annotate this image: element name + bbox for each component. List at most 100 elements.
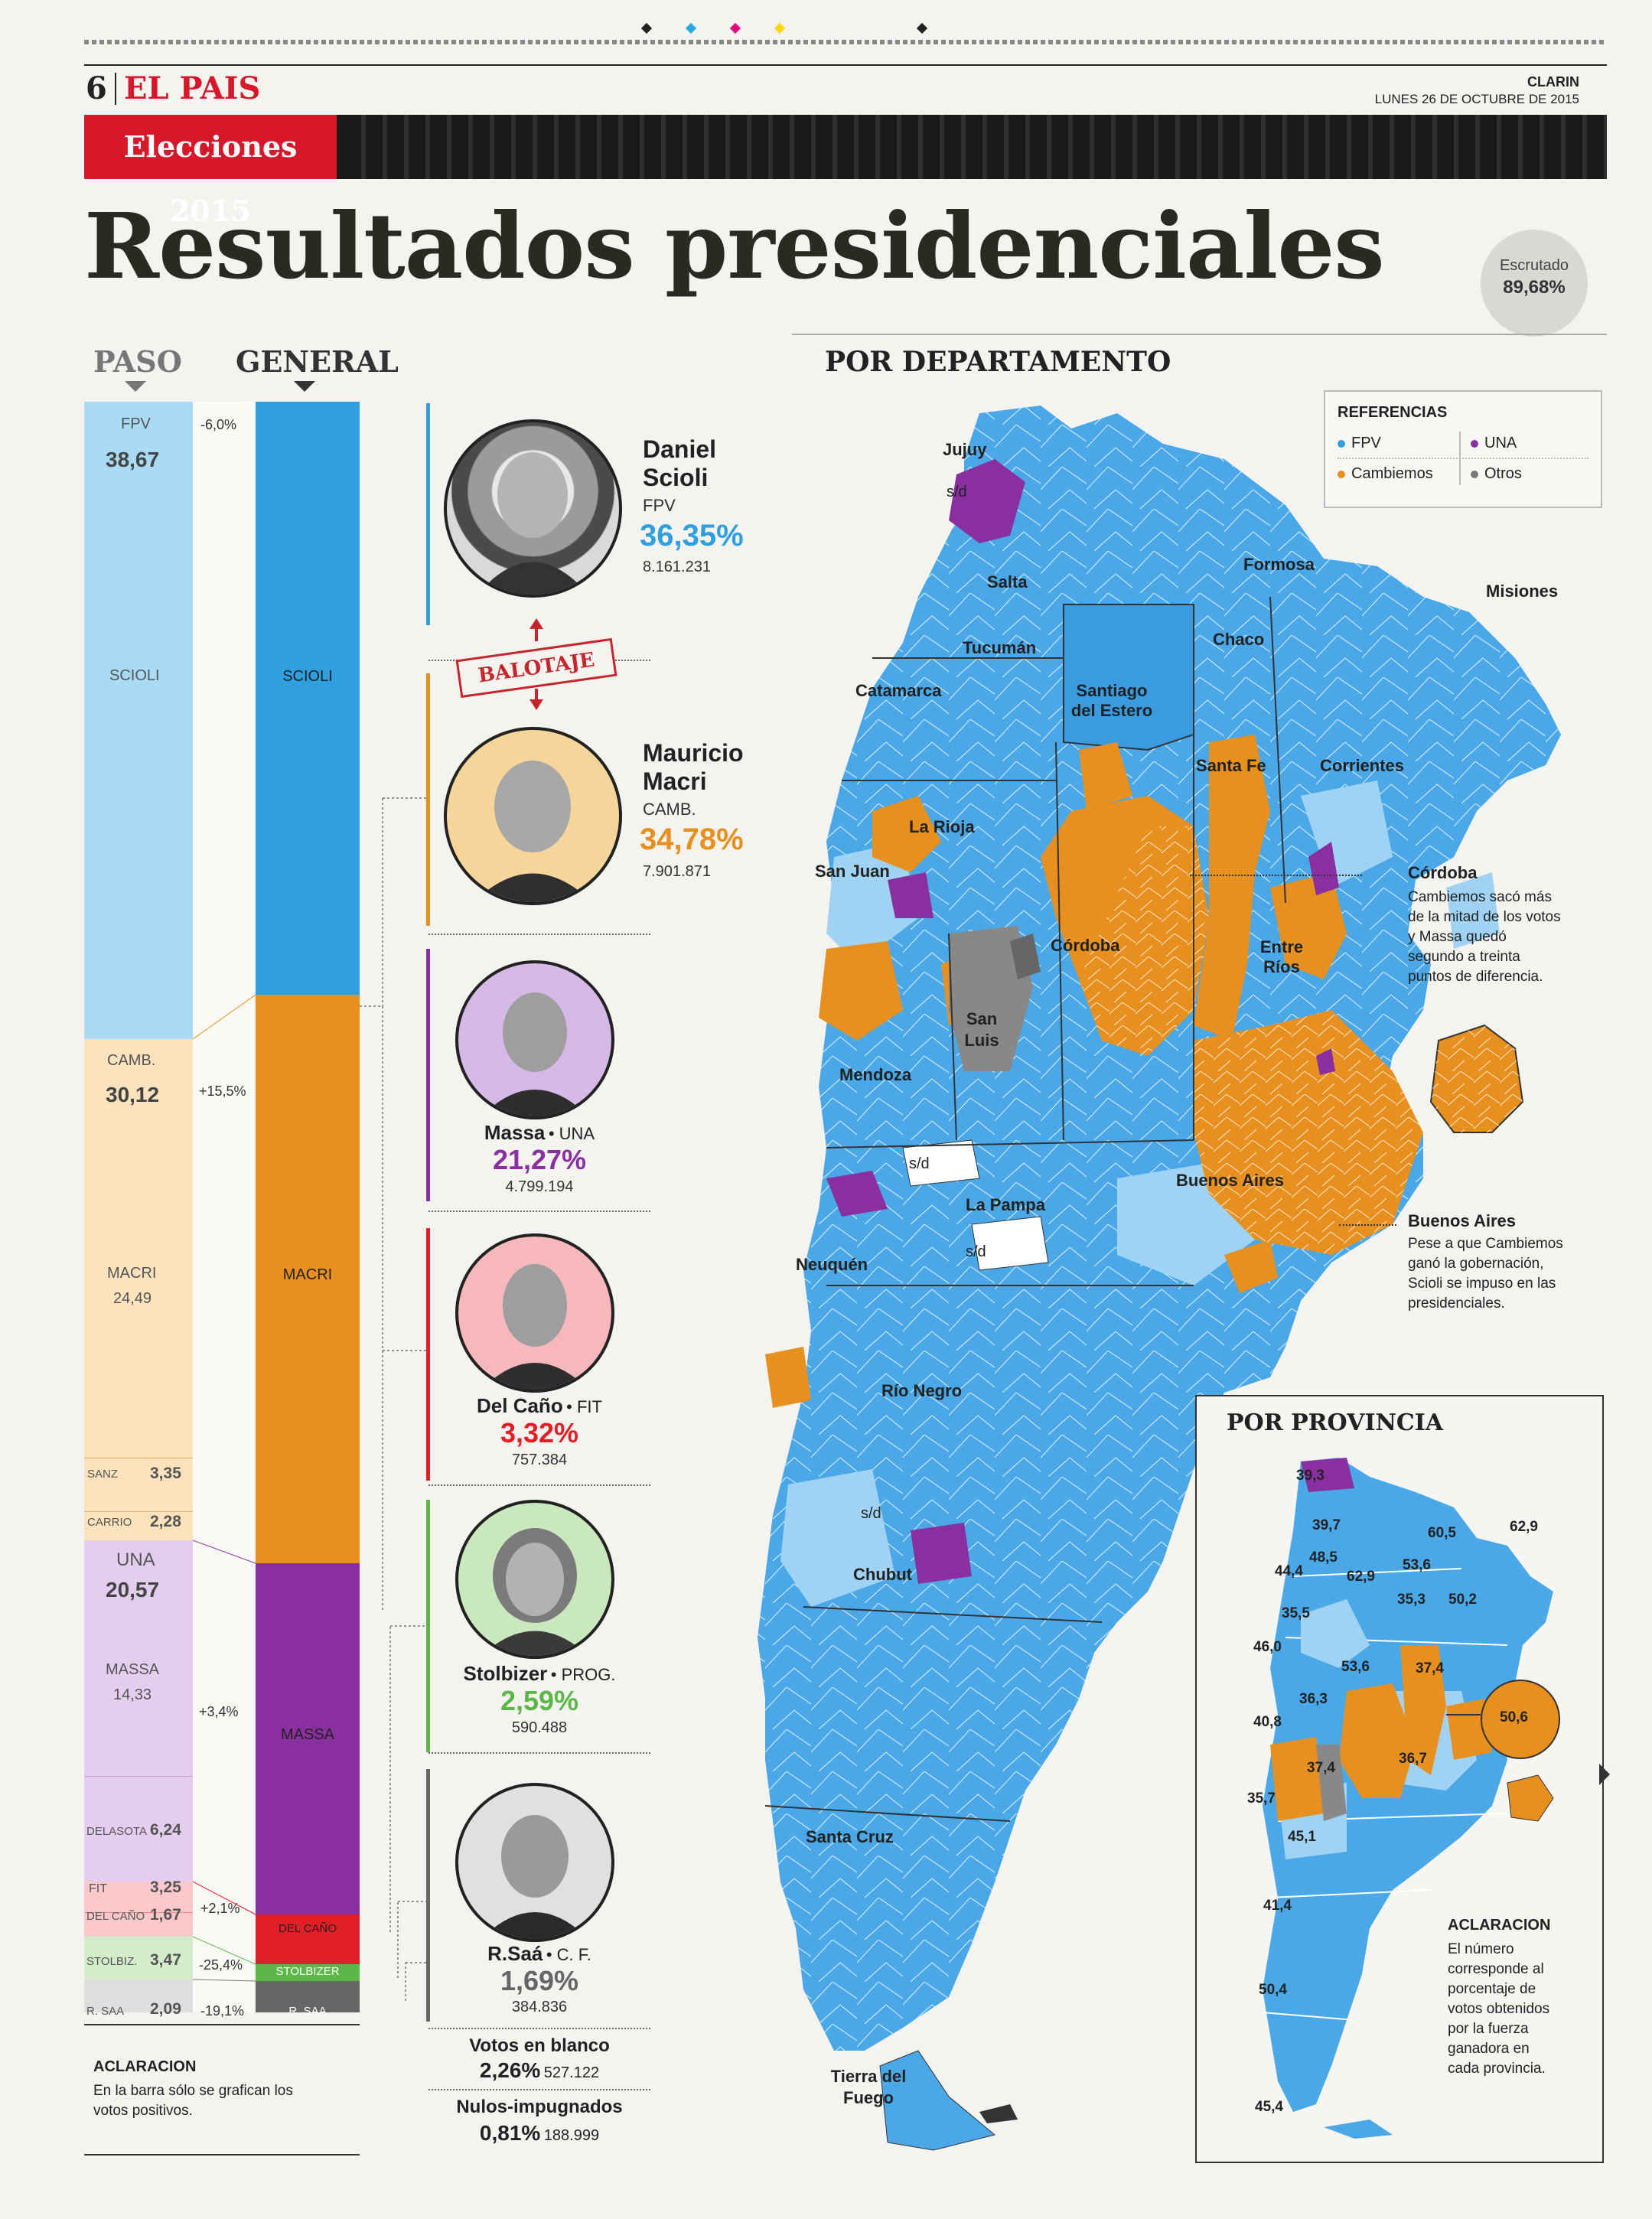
- general-seg-stolbizer: [256, 1964, 360, 1981]
- label-tierradelfuego: Tierra del Fuego: [830, 2067, 907, 2107]
- scioli-last-name: Scioli: [643, 464, 709, 491]
- legend-label-una: UNA: [1484, 435, 1517, 451]
- province-value-tierradelfuego: 45,4: [1255, 2099, 1283, 2115]
- map-legend: REFERENCIAS FPV Cambiemos UNA Otros: [1324, 390, 1602, 508]
- paso-sub-carrio-value: 2,28: [150, 1513, 181, 1530]
- scioli-first-name: Daniel: [643, 435, 717, 463]
- delta-rsaa: -19,1%: [200, 2003, 245, 2019]
- stolbizer-color-rule: [426, 1500, 430, 1752]
- province-value-corrientes: 50,2: [1448, 1592, 1477, 1608]
- label-larioja: La Rioja: [909, 817, 975, 836]
- paso-candidate-macri-value: 24,49: [113, 1290, 152, 1307]
- province-value-jujuy: 39,3: [1296, 1468, 1325, 1484]
- paso-party-fit: FIT: [89, 1882, 107, 1895]
- nulos-line: 0,81% 188.999: [428, 2121, 650, 2146]
- legend-item-cambiemos: Cambiemos: [1338, 465, 1433, 483]
- rsaa-name-line: R.Saá • C. F.: [487, 1942, 591, 1965]
- macri-pct: 34,78%: [640, 823, 744, 856]
- delta-una: +3,4%: [199, 1704, 239, 1719]
- delcano-portrait-icon: [481, 1264, 588, 1390]
- paso-sub-delasota: DELASOTA: [86, 1825, 147, 1838]
- paso-value-rsaa: 2,09: [150, 2000, 181, 2018]
- paso-seg-stolbiz: [84, 1937, 193, 1980]
- section-name: EL PAIS: [124, 70, 261, 106]
- massa-name-line: Massa • UNA: [484, 1121, 595, 1144]
- bars-aclaracion-title: ACLARACION: [93, 2058, 197, 2075]
- legend-item-una: UNA: [1471, 435, 1517, 452]
- rsaa-name: R.Saá: [487, 1942, 543, 1965]
- blanco-line: 2,26% 527.122: [428, 2058, 650, 2083]
- label-sd-chubut: s/d: [861, 1505, 881, 1522]
- macri-color-rule: [426, 673, 430, 926]
- general-label-rsaa: R. SAA: [288, 2005, 327, 2018]
- general-label-macri: MACRI: [282, 1266, 333, 1283]
- general-arrow-icon: [294, 381, 315, 392]
- paso-sub-delcano-value: 1,67: [150, 1906, 181, 1924]
- scioli-portrait-icon: [477, 452, 588, 595]
- delta-fit: +2,1%: [200, 1901, 240, 1916]
- scioli-votes: 8.161.231: [643, 559, 711, 575]
- registration-marks: [627, 22, 934, 35]
- inset-pointer-icon: [1599, 1764, 1610, 1785]
- paso-sub-sanz: SANZ: [87, 1468, 119, 1481]
- massa-votes: 4.799.194: [505, 1178, 574, 1195]
- bar-connector-lines: [193, 994, 256, 1982]
- escrutado-value: 89,68%: [1503, 277, 1566, 298]
- page-number: 6: [86, 70, 107, 106]
- province-value-entrerios: 37,4: [1416, 1660, 1444, 1676]
- province-value-formosa: 60,5: [1428, 1525, 1456, 1541]
- province-aclaracion-text: El número corresponde al porcentaje de v…: [1448, 1941, 1550, 2077]
- tierra-del-fuego: [879, 2050, 996, 2151]
- label-catamarca: Catamarca: [855, 681, 942, 700]
- province-value-buenosaires: 36,7: [1399, 1751, 1427, 1767]
- delta-camb: +15,5%: [199, 1083, 246, 1099]
- nulos-label: Nulos-impugnados: [456, 2097, 623, 2117]
- paso-value-una: 20,57: [106, 1578, 160, 1602]
- issue-date: LUNES 26 DE OCTUBRE DE 2015: [1374, 92, 1579, 106]
- province-inset-title: POR PROVINCIA: [1227, 1409, 1444, 1436]
- paso-bar: [84, 402, 193, 2012]
- province-value-larioja: 35,5: [1282, 1605, 1310, 1621]
- section-tag: Elecciones 2015: [84, 115, 337, 228]
- paso-value-camb: 30,12: [106, 1083, 160, 1106]
- delcano-photo: [455, 1233, 614, 1393]
- label-mendoza: Mendoza: [839, 1065, 912, 1084]
- province-value-caba: 50,6: [1500, 1709, 1528, 1725]
- note-cordoba-text: Cambiemos sacó más de la mitad de los vo…: [1408, 889, 1561, 985]
- delcano-votes: 757.384: [511, 1452, 568, 1468]
- label-salta: Salta: [987, 572, 1028, 591]
- balotaje-arrow-down-icon: [529, 699, 543, 710]
- label-tucuman: Tucumán: [963, 638, 1037, 657]
- paso-party-rsaa: R. SAA: [86, 2005, 125, 2018]
- departamento-map: [758, 406, 1561, 2151]
- label-santiago: Santiago del Estero: [1070, 681, 1153, 720]
- paso-title: PASO: [93, 344, 182, 379]
- macri-first-name: Mauricio: [643, 739, 744, 767]
- label-entrerios: Entre Ríos: [1259, 937, 1304, 976]
- note-cordoba-title: Córdoba: [1408, 863, 1478, 882]
- stolbizer-portrait-icon: [481, 1528, 588, 1656]
- province-value-chaco: 53,6: [1403, 1557, 1431, 1573]
- paso-arrow-icon: [125, 381, 146, 392]
- paso-candidate-scioli: SCIOLI: [109, 667, 160, 684]
- general-label-delcano: DEL CAÑO: [278, 1922, 337, 1935]
- stolbizer-name: Stolbizer: [463, 1662, 548, 1685]
- general-title: GENERAL: [236, 344, 399, 379]
- blanco-votes: 527.122: [543, 2064, 600, 2081]
- label-sanluis: San Luis: [964, 1009, 999, 1050]
- label-rionegro: Río Negro: [881, 1381, 963, 1400]
- bars-aclaracion-text: En la barra sólo se grafican los votos p…: [93, 2083, 293, 2119]
- province-value-cordoba: 53,6: [1341, 1659, 1370, 1675]
- general-seg-rsaa: [256, 1981, 360, 2012]
- escrutado-badge: Escrutado 89,68%: [1481, 230, 1588, 337]
- label-chubut: Chubut: [853, 1565, 912, 1584]
- label-sanjuan: San Juan: [815, 862, 890, 881]
- province-value-santiago: 62,9: [1347, 1569, 1375, 1585]
- balotaje-arrow-up-icon: [529, 618, 543, 629]
- paso-sub-sanz-value: 3,35: [150, 1465, 181, 1482]
- rsaa-votes: 384.836: [511, 1999, 568, 2015]
- label-formosa: Formosa: [1243, 555, 1315, 574]
- delcano-party: FIT: [576, 1397, 602, 1416]
- province-value-tucuman: 48,5: [1309, 1549, 1338, 1566]
- page-title: Resultados presidenciales: [84, 193, 1385, 299]
